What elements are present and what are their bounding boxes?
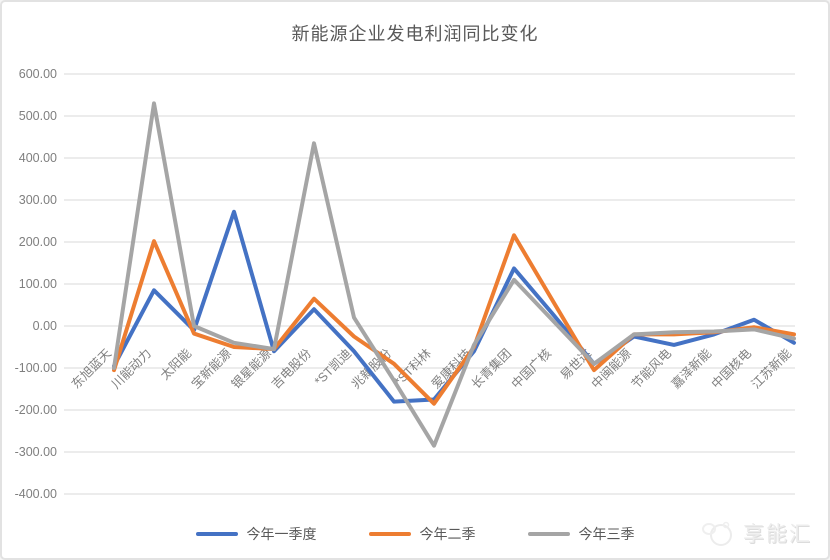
chart-title: 新能源企业发电利润同比变化 (291, 24, 539, 44)
x-category-label: 节能风电 (629, 346, 675, 392)
y-axis-tick-label: -400.00 (15, 487, 57, 501)
series-line-今年三季 (112, 101, 796, 448)
watermark: 享能汇 (699, 518, 812, 548)
chart-legend: 今年一季度 今年二季 今年三季 (2, 524, 828, 544)
legend-item: 今年三季 (527, 524, 635, 544)
x-category-label: 吉电股份 (269, 346, 315, 392)
y-axis-tick-label: -100.00 (15, 361, 57, 375)
legend-label: 今年三季 (578, 526, 635, 542)
xiangnenghui-logo-icon (702, 521, 732, 546)
y-axis-tick-label: 500.00 (19, 109, 57, 123)
x-category-label: 太阳能 (157, 345, 194, 382)
legend-label: 今年二季 (419, 526, 476, 542)
y-axis-tick-label: 0.00 (33, 319, 57, 333)
y-axis-tick-label: 600.00 (19, 67, 57, 81)
y-axis-tick-label: 400.00 (19, 151, 57, 165)
x-category-label: *ST凯迪 (312, 346, 354, 388)
y-axis-tick-label: 100.00 (19, 277, 57, 291)
legend-line-swatch (195, 531, 238, 537)
legend-line-swatch (368, 531, 411, 537)
y-axis-tick-label: -300.00 (15, 445, 57, 459)
y-axis-tick-label: 200.00 (19, 235, 57, 249)
x-category-label: 东旭蓝天 (69, 346, 115, 392)
watermark-text: 享能汇 (743, 523, 812, 546)
x-category-label: 银星能源 (229, 346, 275, 392)
y-axis-tick-label: 300.00 (19, 193, 57, 207)
legend-item: 今年一季度 (195, 524, 317, 544)
legend-item: 今年二季 (368, 524, 476, 544)
legend-line-swatch (527, 531, 570, 537)
legend-label: 今年一季度 (246, 526, 317, 542)
y-axis-tick-label: -200.00 (15, 403, 57, 417)
